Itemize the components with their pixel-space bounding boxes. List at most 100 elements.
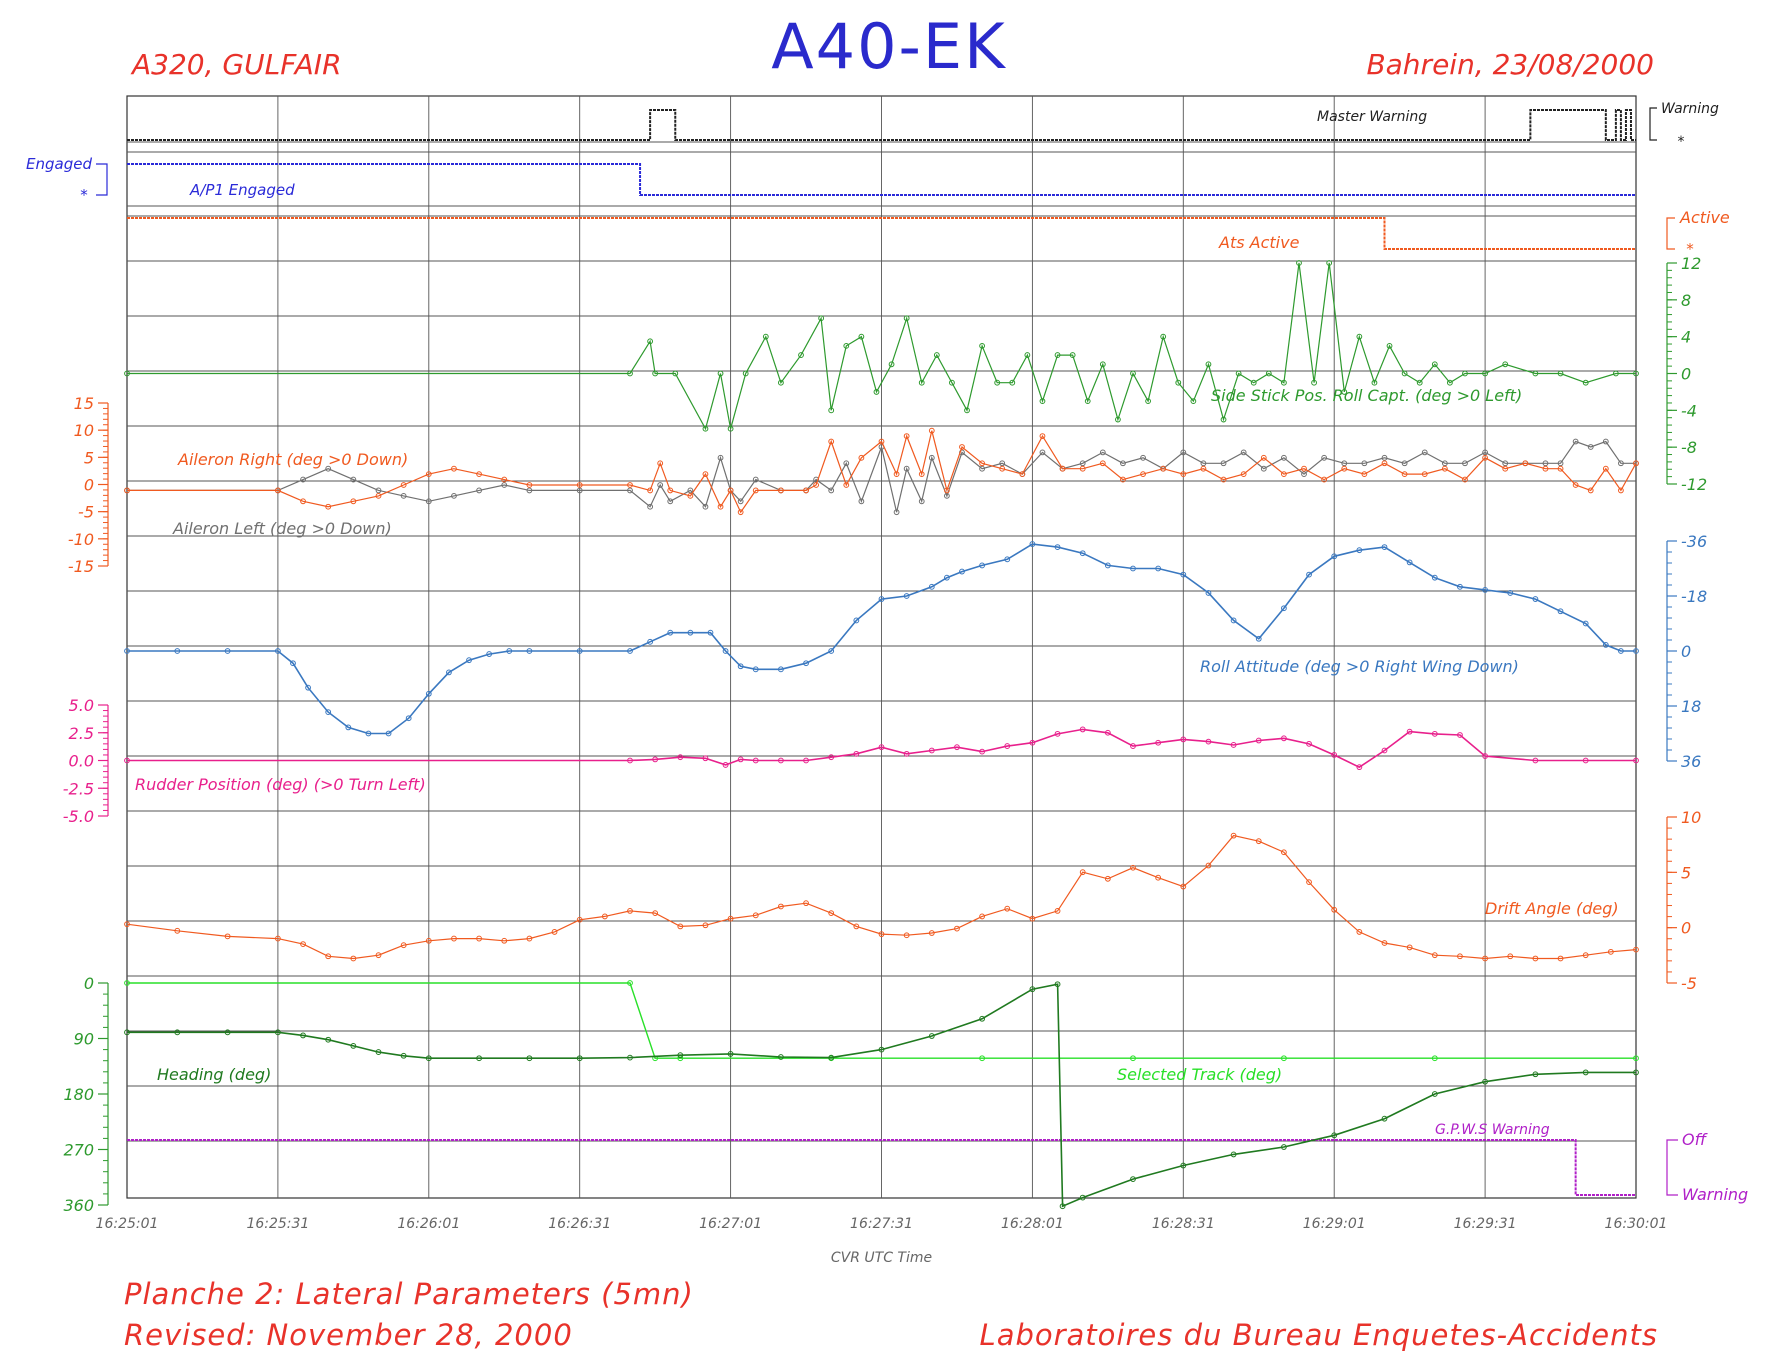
rudder-point	[1281, 735, 1287, 742]
side-stick-point	[994, 379, 1001, 386]
aileron-left-point	[979, 465, 985, 472]
drift-angle-point	[1180, 883, 1187, 890]
aileron-right-point	[1321, 476, 1328, 483]
aileron-left-point	[1542, 460, 1549, 467]
side-stick-point	[1386, 342, 1393, 349]
heading-point	[425, 1055, 432, 1062]
drift-angle-point	[400, 942, 407, 949]
heading-point	[1633, 1069, 1639, 1076]
roll-attitude-point	[290, 660, 296, 667]
roll-attitude-point	[1557, 608, 1564, 615]
aileron-right-label: Aileron Right (deg >0 Down)	[177, 450, 408, 469]
rudder-point	[1054, 730, 1061, 737]
aileron-right-point	[647, 487, 654, 494]
aileron-right-point	[501, 476, 508, 483]
side-stick-point	[717, 370, 724, 377]
page-title: A40-EK	[771, 10, 1007, 83]
aileron-left-point	[999, 460, 1006, 467]
side-stick-point	[1250, 379, 1257, 386]
rudder-tick-label: 2.5	[69, 724, 94, 743]
ap1-engaged-label: A/P1 Engaged	[189, 181, 295, 199]
aileron-right-point	[1301, 465, 1307, 472]
side-stick-point	[124, 370, 130, 377]
x-tick-label: 16:29:31	[1454, 1216, 1517, 1232]
heading-point	[1482, 1078, 1488, 1085]
roll-attitude-point	[778, 666, 784, 673]
aileron-right-point	[1200, 465, 1207, 472]
selected-track-point	[124, 980, 130, 986]
drift-angle-point	[350, 955, 357, 962]
aileron-right-point	[1341, 465, 1348, 472]
roll-attitude-point	[1633, 648, 1639, 654]
aileron-left-point	[828, 487, 835, 494]
gpws-label: G.P.W.S Warning	[1435, 1122, 1550, 1138]
roll-attitude-point	[943, 574, 950, 581]
drift-angle-point	[702, 922, 709, 929]
heading-point	[375, 1049, 382, 1055]
drift-angle-point	[526, 935, 533, 942]
rudder-point	[878, 744, 885, 751]
roll-attitude-point	[1180, 571, 1187, 578]
aileron-tick-label: 5	[84, 448, 94, 467]
rudder-point	[1431, 730, 1438, 737]
roll-attitude-point	[722, 648, 729, 654]
drift-angle-point	[1557, 955, 1564, 962]
selected-track-point	[627, 980, 633, 986]
aileron-right-point	[1240, 471, 1247, 478]
rudder-point	[737, 756, 744, 763]
aileron-left-point	[400, 492, 407, 499]
roll-attitude-point	[325, 709, 332, 716]
rudder-point	[1130, 743, 1136, 749]
side-stick-point	[888, 361, 895, 368]
ap1-bracket	[96, 163, 108, 196]
drift-angle-point	[124, 921, 130, 928]
side-stick-point	[672, 370, 679, 377]
aileron-right-point	[813, 482, 820, 488]
aileron-left-point	[752, 476, 759, 483]
side-stick-point	[1582, 379, 1589, 386]
rudder-point	[1331, 752, 1338, 758]
plate-caption: Planche 2: Lateral Parameters (5mn)	[124, 1277, 694, 1311]
drift-angle-point	[300, 941, 306, 947]
drift-angle-line	[126, 834, 1637, 960]
aileron-left-point	[1099, 449, 1106, 456]
rudder-point	[903, 750, 910, 757]
side-stick-point	[1054, 352, 1061, 358]
side-stick-point	[1371, 379, 1378, 386]
drift-angle-point	[979, 913, 985, 920]
side-stick-point	[627, 370, 633, 377]
aileron-left-point	[1240, 449, 1247, 456]
drift-angle-point	[1381, 940, 1388, 946]
roll-attitude-point	[1004, 556, 1011, 563]
aileron-left-point	[1401, 460, 1408, 467]
roll-attitude-point	[345, 724, 352, 731]
side-stick-point	[1069, 352, 1076, 358]
aileron-left-point	[657, 482, 664, 488]
master-warning-level-high: Warning	[1661, 101, 1719, 117]
aileron-left-point	[1220, 460, 1227, 467]
side-stick-tick-label: 8	[1681, 291, 1691, 310]
drift-angle-point	[1633, 946, 1639, 953]
aileron-tick-label: 15	[74, 394, 94, 413]
roll-attitude-point	[1381, 544, 1388, 551]
drift-angle-point	[576, 916, 583, 923]
aileron-left-point	[325, 465, 332, 472]
selected-track-point	[979, 1055, 985, 1062]
aileron-right-point	[576, 482, 583, 488]
side-stick-point	[828, 407, 835, 414]
aileron-left-point	[1079, 460, 1086, 467]
aileron-right-point	[1587, 487, 1594, 494]
side-stick-point	[1160, 333, 1167, 340]
rudder-point	[1356, 764, 1363, 771]
rudder-point	[778, 757, 784, 764]
side-stick-tick-label: -8	[1681, 438, 1697, 457]
side-stick-point	[1130, 370, 1136, 377]
roll-tick-label: 36	[1681, 752, 1701, 771]
drift-angle-point	[752, 912, 759, 919]
rudder-point	[1381, 747, 1388, 754]
drift-angle-point	[627, 908, 633, 914]
aileron-left-point	[1381, 454, 1388, 461]
rudder-point	[752, 757, 759, 764]
heading-point	[1381, 1115, 1388, 1122]
drift-angle-point	[1205, 862, 1212, 869]
